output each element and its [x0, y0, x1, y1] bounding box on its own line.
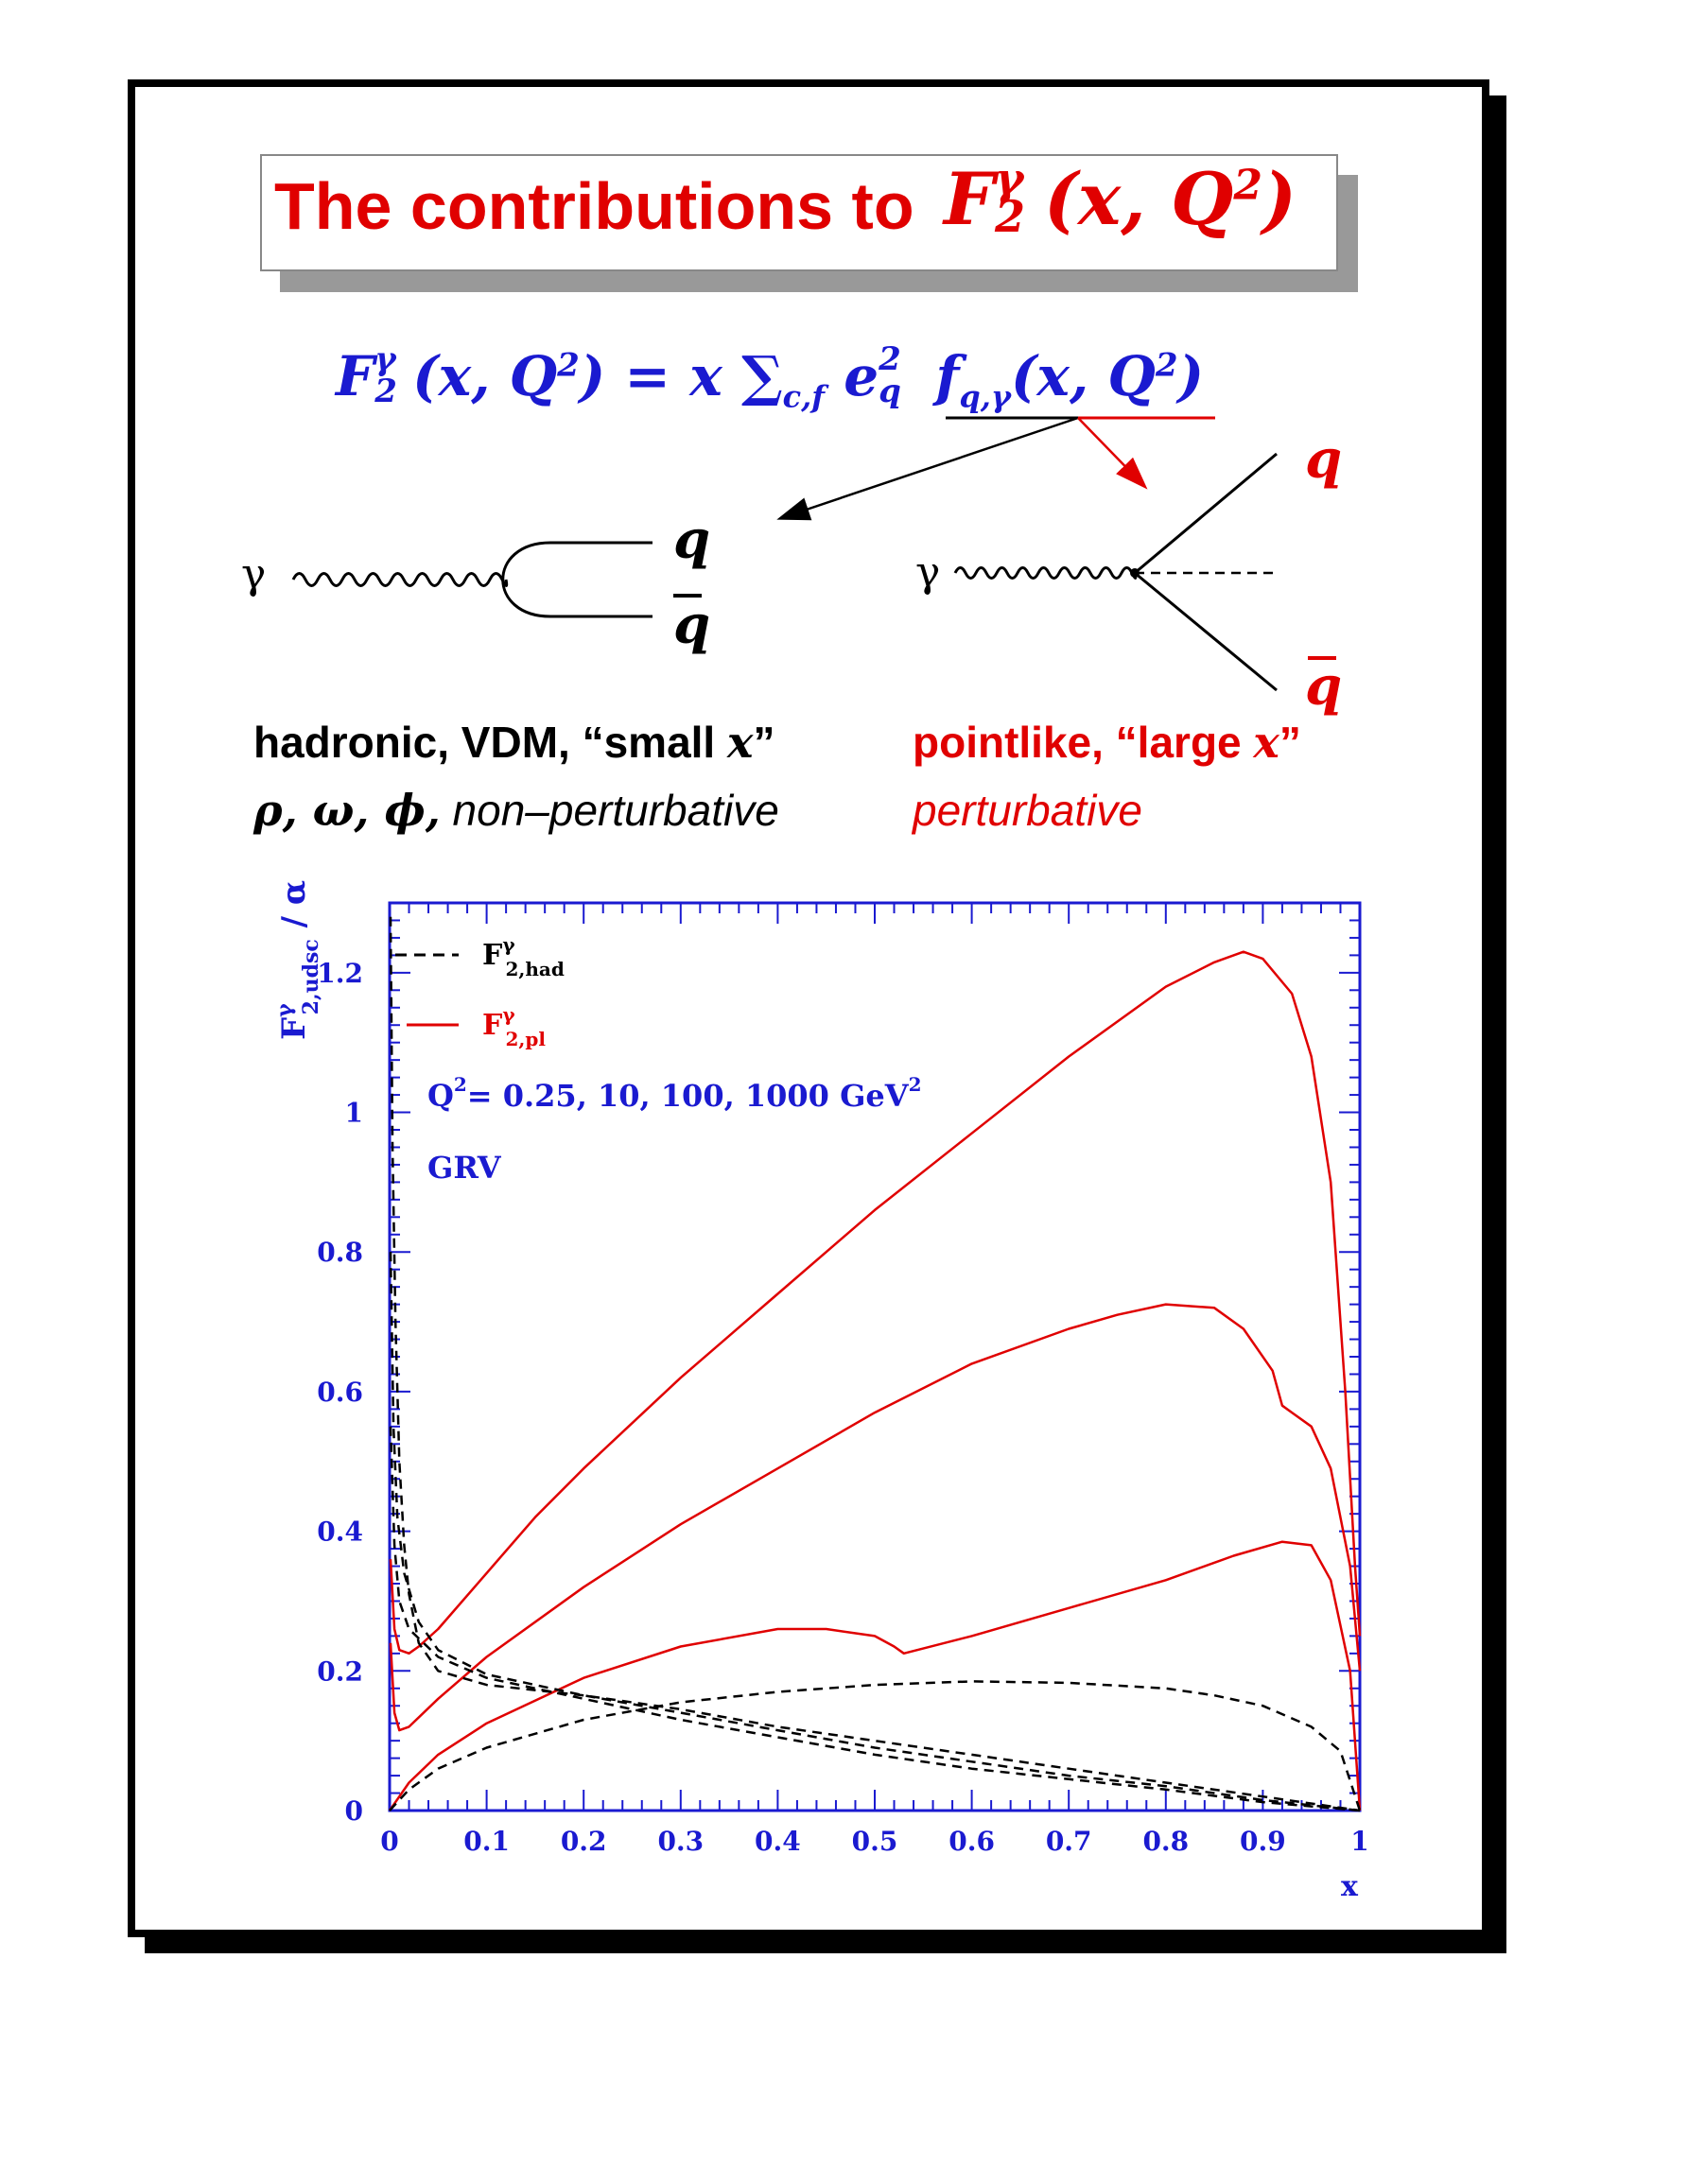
left-quark-loop [501, 541, 653, 618]
pointlike-series-line [388, 1540, 1362, 1811]
axis-ticks [389, 902, 1361, 1811]
series-group [388, 916, 1362, 1812]
y-tick-label: 0.8 [317, 1237, 363, 1268]
legend-pl-label: Fγ 2,pl [482, 1003, 546, 1050]
right-photon-line [953, 566, 1138, 580]
x-tick-label: 1 [1350, 1826, 1368, 1857]
x-tick-label: 0.8 [1142, 1826, 1189, 1857]
hadronic-series-line [389, 1252, 1361, 1812]
x-tick-label: 0.9 [1240, 1826, 1286, 1857]
x-axis-label: x [1341, 1870, 1359, 1903]
hadronic-description: ρ, ω, ϕ, non–perturbative [253, 785, 779, 836]
arrow-to-pointlike [1077, 417, 1148, 490]
arrow-to-hadronic [776, 416, 1079, 521]
right-quark-line [1134, 452, 1278, 575]
y-tick-label: 0.6 [317, 1377, 363, 1408]
source-annotation: GRV [427, 1150, 502, 1186]
x-tick-label: 0 [380, 1826, 398, 1857]
hadronic-series-line [389, 916, 1361, 1812]
y-tick-label: 0.4 [317, 1517, 363, 1548]
x-tick-label: 0.2 [561, 1826, 607, 1857]
title-box [260, 154, 1338, 271]
left-photon-label: γ [241, 550, 266, 598]
q2-annotation: Q2= 0.25, 10, 100, 1000 GeV2 [427, 1073, 922, 1114]
x-tick-label: 0.5 [852, 1826, 898, 1857]
left-photon-line [291, 572, 509, 587]
y-tick-label: 1.2 [317, 958, 363, 989]
x-tick-label: 0.3 [657, 1826, 704, 1857]
right-antiquark-line [1134, 571, 1278, 692]
legend-had-label: Fγ 2,had [482, 933, 565, 980]
hadronic-label: hadronic, VDM, “small x” [253, 717, 775, 768]
hadronic-series-line [389, 1426, 1361, 1812]
tick-labels: 0 0.1 0.2 0.3 0.4 0.5 0.6 0.7 0.8 0.9 1 0 0.2 0.4 0.6 0… [317, 958, 1368, 1857]
pointlike-description: perturbative [913, 786, 1142, 835]
y-tick-label: 0.2 [317, 1655, 363, 1687]
right-antiquark-label: q [1305, 655, 1342, 718]
pointlike-series-line [389, 950, 1362, 1655]
y-tick-label: 0 [345, 1795, 363, 1827]
left-antiquark-label: q [673, 594, 710, 656]
x-tick-label: 0.6 [948, 1826, 995, 1857]
pointlike-label: pointlike, “large x” [913, 717, 1301, 768]
x-tick-label: 0.7 [1046, 1826, 1092, 1857]
x-tick-label: 0.1 [463, 1826, 510, 1857]
slide-frame [128, 79, 1489, 1937]
y-axis-label: Fγ2,udsc / α [272, 880, 323, 1040]
page-title: The contributions to [274, 169, 914, 243]
y-tick-label: 1 [345, 1098, 363, 1129]
right-quark-label: q [1305, 428, 1342, 491]
pointlike-series-line [389, 1303, 1362, 1732]
right-photon-label: γ [915, 548, 940, 597]
x-tick-label: 0.4 [755, 1826, 801, 1857]
left-quark-label: q [673, 509, 710, 571]
